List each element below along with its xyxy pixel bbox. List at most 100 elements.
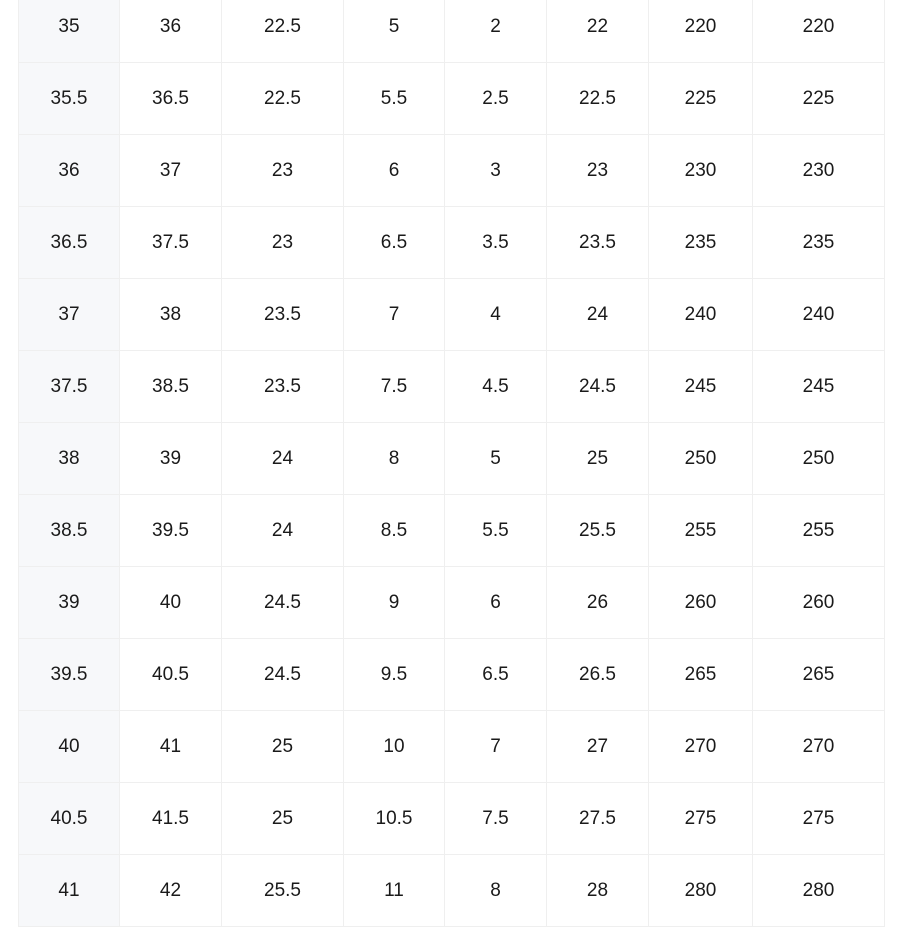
table-cell: 6: [444, 566, 547, 639]
table-cell: 23.5: [546, 206, 649, 279]
table-row: 39.5 40.5 24.5 9.5 6.5 26.5 265 265: [18, 638, 885, 711]
table-cell: 38.5: [119, 350, 222, 423]
table-cell: 38.5: [18, 494, 120, 567]
table-cell: 28: [546, 854, 649, 927]
table-cell: 7.5: [343, 350, 445, 423]
table-cell: 7: [343, 278, 445, 351]
table-cell: 225: [752, 62, 885, 135]
table-cell: 280: [752, 854, 885, 927]
table-cell: 5.5: [343, 62, 445, 135]
table-row: 40 41 25 10 7 27 270 270: [18, 710, 885, 783]
table-row: 35 36 22.5 5 2 22 220 220: [18, 0, 885, 63]
table-cell: 240: [752, 278, 885, 351]
table-cell: 25: [221, 782, 344, 855]
table-cell: 25: [546, 422, 649, 495]
table-cell: 38: [119, 278, 222, 351]
table-cell: 27: [546, 710, 649, 783]
table-cell: 26.5: [546, 638, 649, 711]
table-cell: 39: [119, 422, 222, 495]
table-cell: 250: [648, 422, 753, 495]
table-cell: 225: [648, 62, 753, 135]
table-row: 39 40 24.5 9 6 26 260 260: [18, 566, 885, 639]
table-cell: 23.5: [221, 278, 344, 351]
table-cell: 220: [648, 0, 753, 63]
table-cell: 22.5: [221, 0, 344, 63]
table-cell: 3: [444, 134, 547, 207]
table-body: 35 36 22.5 5 2 22 220 220 35.5 36.5 22.5 5.5 2.5 22.5…: [18, 0, 885, 927]
table-cell: 280: [648, 854, 753, 927]
table-cell: 235: [648, 206, 753, 279]
table-cell: 35: [18, 0, 120, 63]
table-cell: 265: [752, 638, 885, 711]
table-cell: 250: [752, 422, 885, 495]
table-cell: 24.5: [221, 566, 344, 639]
table-cell: 39.5: [119, 494, 222, 567]
table-cell: 220: [752, 0, 885, 63]
table-cell: 4: [444, 278, 547, 351]
table-cell: 7.5: [444, 782, 547, 855]
table-cell: 23: [221, 206, 344, 279]
table-cell: 39.5: [18, 638, 120, 711]
size-chart-table: 35 36 22.5 5 2 22 220 220 35.5 36.5 22.5 5.5 2.5 22.5…: [18, 0, 885, 927]
table-cell: 265: [648, 638, 753, 711]
table-cell: 24.5: [221, 638, 344, 711]
table-cell: 36.5: [18, 206, 120, 279]
table-cell: 25: [221, 710, 344, 783]
table-cell: 245: [648, 350, 753, 423]
table-cell: 8.5: [343, 494, 445, 567]
table-cell: 41: [18, 854, 120, 927]
table-cell: 11: [343, 854, 445, 927]
table-row: 38 39 24 8 5 25 250 250: [18, 422, 885, 495]
table-cell: 40: [119, 566, 222, 639]
table-cell: 36: [18, 134, 120, 207]
table-cell: 255: [752, 494, 885, 567]
table-cell: 42: [119, 854, 222, 927]
table-cell: 7: [444, 710, 547, 783]
table-cell: 22.5: [546, 62, 649, 135]
table-cell: 275: [752, 782, 885, 855]
table-cell: 2.5: [444, 62, 547, 135]
table-cell: 24: [221, 494, 344, 567]
table-cell: 40: [18, 710, 120, 783]
table-cell: 260: [752, 566, 885, 639]
table-cell: 2: [444, 0, 547, 63]
table-row: 35.5 36.5 22.5 5.5 2.5 22.5 225 225: [18, 62, 885, 135]
table-cell: 240: [648, 278, 753, 351]
table-cell: 23.5: [221, 350, 344, 423]
table-cell: 5: [343, 0, 445, 63]
table-cell: 23: [546, 134, 649, 207]
table-cell: 22.5: [221, 62, 344, 135]
table-cell: 24: [221, 422, 344, 495]
table-cell: 25.5: [221, 854, 344, 927]
table-cell: 9: [343, 566, 445, 639]
table-cell: 35.5: [18, 62, 120, 135]
table-cell: 37.5: [18, 350, 120, 423]
table-cell: 6.5: [343, 206, 445, 279]
table-cell: 25.5: [546, 494, 649, 567]
table-cell: 275: [648, 782, 753, 855]
table-cell: 3.5: [444, 206, 547, 279]
table-row: 36 37 23 6 3 23 230 230: [18, 134, 885, 207]
table-cell: 36.5: [119, 62, 222, 135]
table-cell: 37: [18, 278, 120, 351]
table-cell: 37: [119, 134, 222, 207]
table-cell: 6.5: [444, 638, 547, 711]
table-row: 40.5 41.5 25 10.5 7.5 27.5 275 275: [18, 782, 885, 855]
table-cell: 24: [546, 278, 649, 351]
table-cell: 38: [18, 422, 120, 495]
table-cell: 270: [648, 710, 753, 783]
table-cell: 6: [343, 134, 445, 207]
table-cell: 24.5: [546, 350, 649, 423]
table-cell: 41.5: [119, 782, 222, 855]
table-cell: 27.5: [546, 782, 649, 855]
table-cell: 255: [648, 494, 753, 567]
table-cell: 10.5: [343, 782, 445, 855]
table-cell: 9.5: [343, 638, 445, 711]
table-cell: 5: [444, 422, 547, 495]
table-cell: 40.5: [18, 782, 120, 855]
table-cell: 245: [752, 350, 885, 423]
table-cell: 230: [752, 134, 885, 207]
table-cell: 26: [546, 566, 649, 639]
table-row: 37 38 23.5 7 4 24 240 240: [18, 278, 885, 351]
table-cell: 10: [343, 710, 445, 783]
